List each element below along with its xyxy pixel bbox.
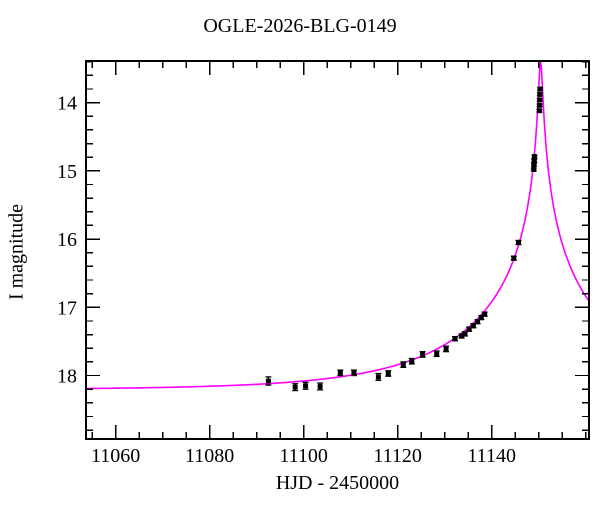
data-point bbox=[350, 369, 357, 377]
data-point bbox=[400, 361, 407, 369]
data-point bbox=[536, 108, 543, 114]
data-point bbox=[536, 97, 543, 103]
data-point bbox=[536, 102, 543, 108]
x-tick-label: 11100 bbox=[279, 445, 328, 467]
data-point bbox=[337, 369, 344, 377]
x-tick-label: 11080 bbox=[185, 445, 234, 467]
data-point bbox=[510, 255, 517, 261]
data-point bbox=[531, 154, 538, 160]
data-point bbox=[292, 383, 299, 392]
data-point bbox=[531, 158, 538, 164]
data-point bbox=[433, 350, 440, 358]
data-point bbox=[530, 162, 537, 168]
data-point bbox=[265, 376, 272, 386]
data-point bbox=[536, 91, 543, 97]
plot-title: OGLE-2026-BLG-0149 bbox=[203, 15, 397, 37]
data-point bbox=[470, 323, 477, 329]
data-point bbox=[452, 336, 459, 342]
data-point bbox=[443, 345, 450, 353]
data-point bbox=[515, 239, 522, 246]
y-tick-label: 17 bbox=[57, 297, 77, 319]
data-point bbox=[302, 381, 309, 390]
x-tick-label: 11140 bbox=[467, 445, 516, 467]
data-point bbox=[375, 372, 382, 381]
data-point bbox=[419, 351, 426, 358]
plot-frame bbox=[85, 60, 590, 440]
y-tick-label: 15 bbox=[57, 161, 77, 183]
x-tick-label: 11120 bbox=[373, 445, 422, 467]
data-point bbox=[317, 382, 324, 391]
data-point bbox=[530, 166, 537, 172]
data-point bbox=[481, 311, 488, 317]
x-tick-label: 11060 bbox=[91, 445, 140, 467]
y-tick-label: 14 bbox=[57, 93, 77, 115]
y-tick-label: 18 bbox=[57, 366, 77, 388]
data-point bbox=[537, 86, 544, 92]
data-point bbox=[461, 331, 468, 337]
x-axis-label: HJD - 2450000 bbox=[275, 472, 400, 494]
data-point bbox=[385, 370, 392, 377]
data-point bbox=[408, 357, 415, 365]
y-tick-label: 16 bbox=[57, 229, 77, 251]
model-curve bbox=[86, 62, 589, 390]
